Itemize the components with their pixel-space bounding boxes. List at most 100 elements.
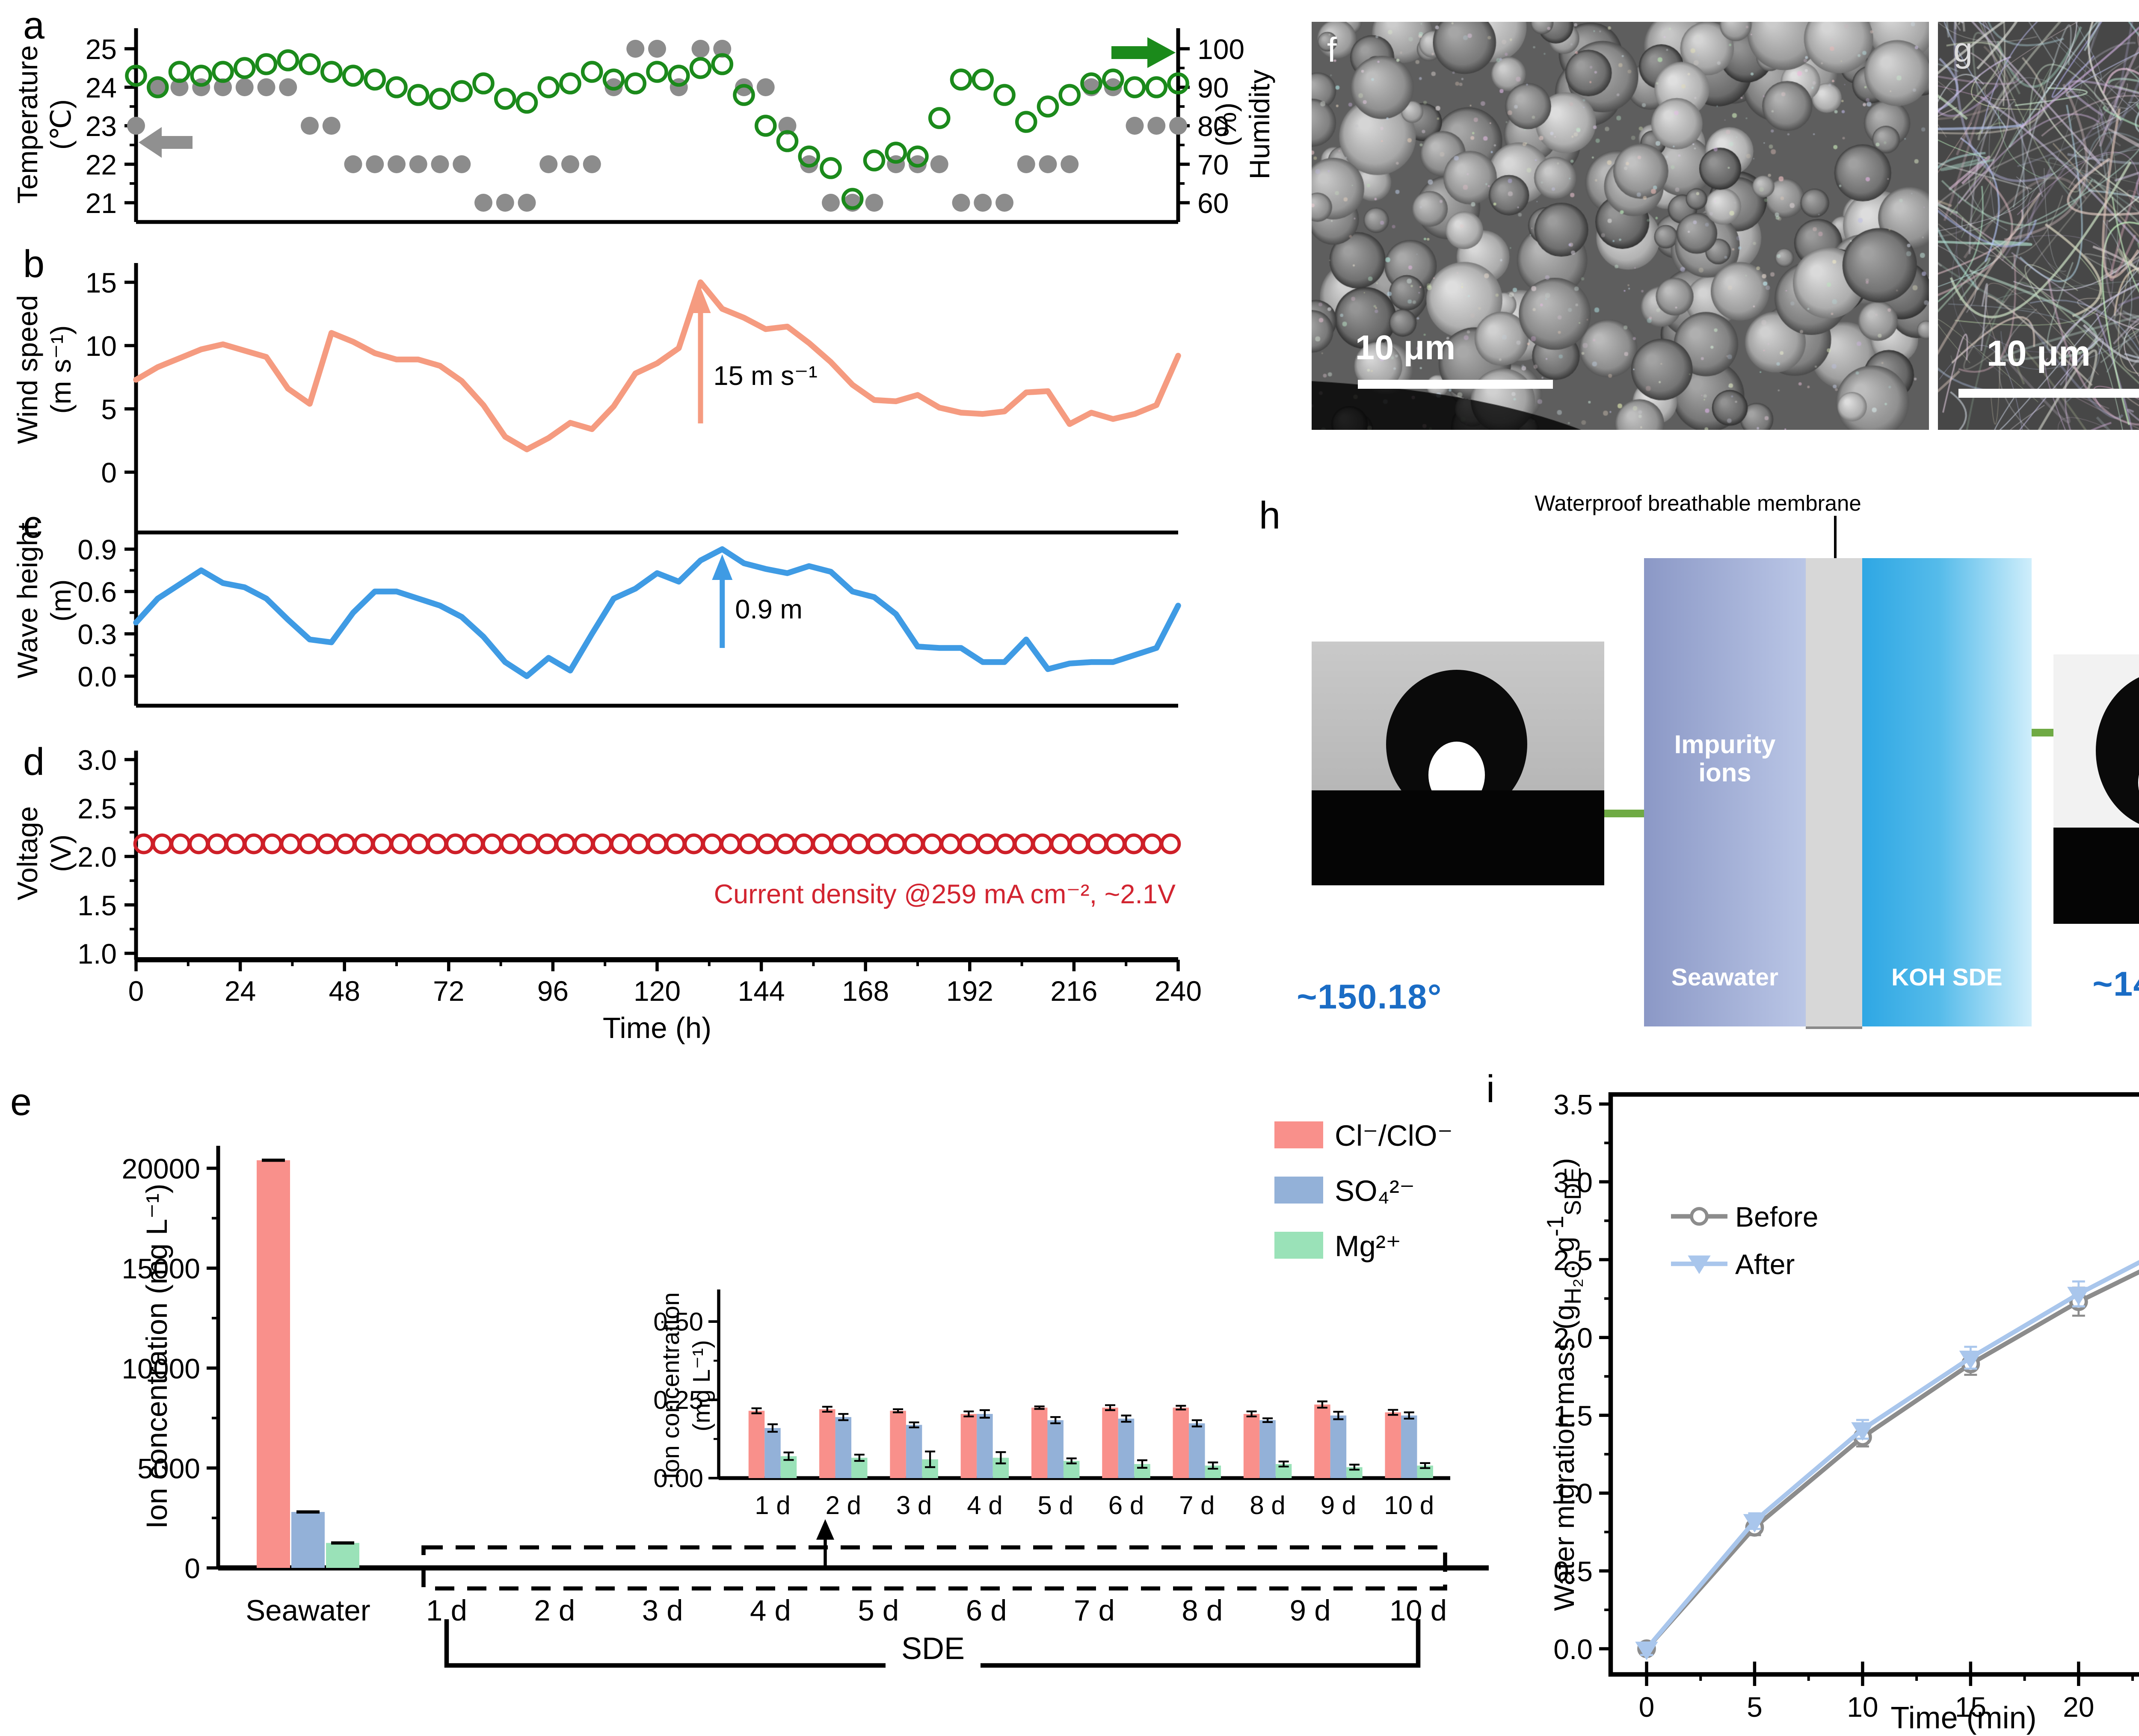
panel-i-xlabel: Time (min) <box>1890 1701 2037 1736</box>
panel-d-xlabel: Time (h) <box>602 1011 712 1044</box>
humidity-point <box>754 115 777 137</box>
humidity-point <box>689 57 712 79</box>
humidity-point <box>1037 95 1059 118</box>
temperature-point <box>713 40 732 58</box>
panel-a-y2tick-label: 60 <box>1197 187 1229 219</box>
inset-bar <box>960 1414 977 1478</box>
voltage-point <box>866 833 888 855</box>
seawater-bar <box>326 1543 359 1568</box>
panel-d-xtick-label: 24 <box>225 975 256 1007</box>
temperature-point <box>279 78 297 96</box>
inset-day-label: 4 d <box>967 1491 1002 1520</box>
voltage-point <box>427 833 448 855</box>
temperature-point <box>756 78 775 96</box>
membrane-title: Waterproof breathable membrane <box>1535 491 1861 516</box>
panel-label-i: i <box>1486 1069 1495 1111</box>
panel-i-ylabel: Water migration mass (gH₂O g-1SDE) <box>1539 1109 1586 1660</box>
panel-label-a: a <box>23 5 45 47</box>
panel-i-ytick-label: 1.5 <box>1553 1400 1593 1431</box>
temperature-point <box>539 155 558 173</box>
temperature-point <box>648 40 666 58</box>
data-marker-triangle <box>1743 1514 1766 1533</box>
humidity-point <box>233 57 256 79</box>
humidity-point <box>1058 84 1081 106</box>
humidity-point <box>950 68 972 91</box>
panel-b-ytick-label: 0 <box>101 457 117 488</box>
voltage-point <box>1123 833 1144 855</box>
panel-e-inset-ylabel: Ion concentration <box>658 1292 685 1479</box>
legend-swatch <box>1274 1177 1323 1204</box>
voltage-point <box>903 833 924 855</box>
voltage-point <box>793 833 815 855</box>
voltage-point <box>683 833 705 855</box>
humidity-point <box>602 68 625 91</box>
voltage-point <box>921 833 943 855</box>
inset-bar <box>764 1428 781 1478</box>
panel-a-ytick-label: 25 <box>86 33 117 65</box>
panel-e-category-label: Seawater <box>246 1594 370 1627</box>
panel-label-e: e <box>10 1082 32 1124</box>
temperature-point <box>409 155 427 173</box>
voltage-point <box>335 833 356 855</box>
voltage-point <box>720 833 741 855</box>
voltage-point <box>371 833 393 855</box>
panel-d-xtick-label: 48 <box>329 975 360 1007</box>
panel-e-category-label: 7 d <box>1074 1594 1115 1627</box>
inset-day-label: 10 d <box>1384 1491 1434 1520</box>
contact-angle-photo-right <box>2053 654 2139 924</box>
temperature-point <box>518 194 536 212</box>
inset-bar <box>890 1411 906 1478</box>
humidity-point <box>255 53 278 75</box>
inset-pointer-arrow-head <box>816 1519 834 1540</box>
panel-i-ytick-label: 2.5 <box>1553 1244 1593 1276</box>
voltage-point <box>518 833 539 855</box>
temperature-point <box>1017 155 1035 173</box>
panel-a-y2tick-label: 100 <box>1197 33 1244 65</box>
panel-b-ytick-label: 10 <box>86 330 117 362</box>
panel-a-y2tick-label: 80 <box>1197 110 1229 142</box>
temperature-point <box>344 155 362 173</box>
panel-d-ytick-label: 1.5 <box>77 890 117 921</box>
temperature-point <box>235 78 254 96</box>
voltage-point <box>261 833 283 855</box>
panel-c-ytick-label: 0.3 <box>77 618 117 650</box>
inset-bar <box>1102 1408 1118 1478</box>
temperature-point <box>1126 117 1144 135</box>
legend-before-label: Before <box>1735 1201 1819 1233</box>
panel-e-ytick-label: 5000 <box>137 1452 200 1484</box>
panel-label-c: c <box>23 504 42 547</box>
panel-e-category-label: 6 d <box>966 1594 1007 1627</box>
humidity-point <box>559 72 581 95</box>
humidity-point <box>820 157 842 179</box>
droplet-right-highlight <box>2138 749 2139 816</box>
voltage-point <box>408 833 430 855</box>
humidity-point <box>776 130 799 152</box>
humidity-point <box>364 68 386 91</box>
humidity-point <box>146 76 169 98</box>
panel-c-yunit: (m) <box>45 579 77 622</box>
panel-i-ytick-label: 1.0 <box>1553 1478 1593 1509</box>
inset-bar <box>835 1417 852 1478</box>
panel-a-y2unit: (%) <box>1210 102 1242 147</box>
voltage-point <box>500 833 521 855</box>
panel-d-xtick-label: 192 <box>946 975 993 1007</box>
temperature-point <box>127 117 145 135</box>
panel-e-category-label: 5 d <box>858 1594 899 1627</box>
inset-bar <box>1401 1415 1417 1478</box>
humidity-point <box>494 88 516 110</box>
inset-ytick-label: 0.50 <box>653 1307 703 1336</box>
panel-i-ytick-label: 3.0 <box>1553 1166 1593 1198</box>
voltage-point <box>225 833 246 855</box>
voltage-annotation-text: Current density @259 mA cm⁻², ~2.1V <box>714 879 1176 909</box>
panel-i-xtick-label: 5 <box>1747 1691 1763 1723</box>
i-ylabel-p1: Water migration mass (g <box>1548 1304 1580 1611</box>
panel-i-xtick-label: 20 <box>2063 1691 2094 1723</box>
data-marker-circle <box>1690 1207 1709 1226</box>
humidity-point <box>667 65 690 87</box>
inset-bar <box>1031 1408 1048 1478</box>
humidity-point <box>1123 76 1146 98</box>
humidity-point <box>841 188 864 210</box>
temperature-point <box>583 155 601 173</box>
